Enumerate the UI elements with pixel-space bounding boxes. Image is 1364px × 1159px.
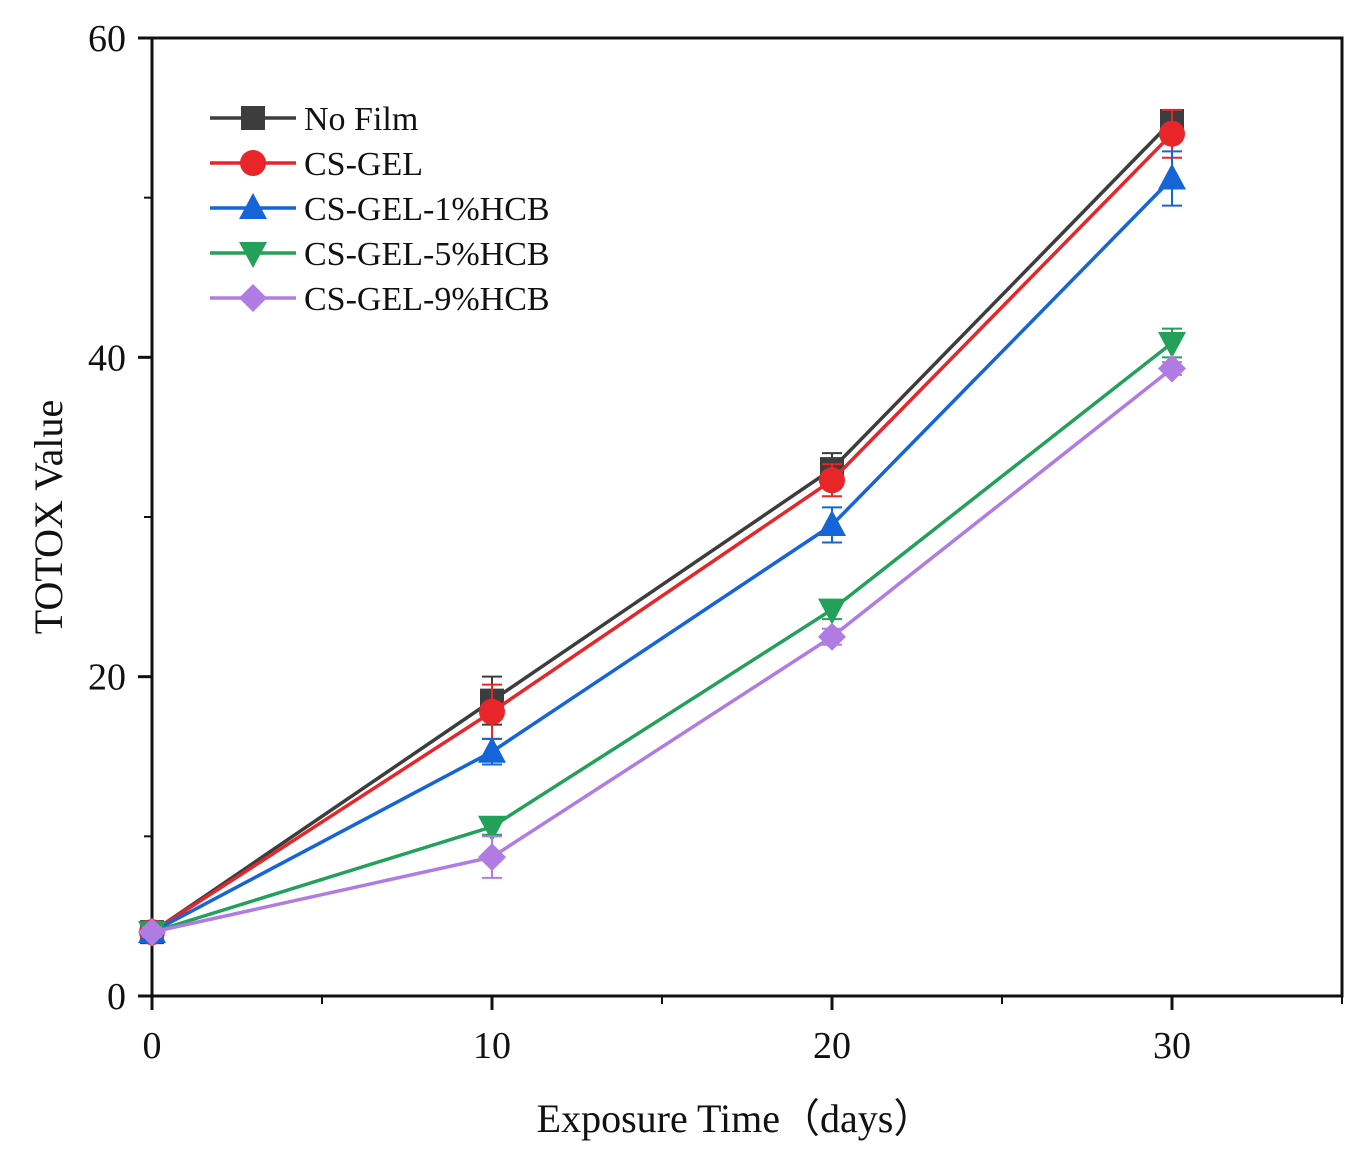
data-point: [818, 598, 846, 625]
legend-marker: [241, 106, 265, 130]
series-cs-gel: [139, 108, 1185, 946]
series-line: [151, 119, 1174, 934]
series-no-film: [140, 109, 1184, 945]
legend-label: CS-GEL: [304, 146, 423, 183]
legend-item: CS-GEL: [210, 146, 423, 183]
y-tick-label: 60: [88, 18, 126, 60]
series-cs-gel-9-hcb: [138, 354, 1186, 947]
series-line: [151, 367, 1174, 934]
legend-label: No Film: [304, 101, 418, 138]
data-point: [818, 509, 846, 536]
data-point: [478, 843, 506, 872]
data-point: [478, 815, 506, 842]
data-point: [1158, 354, 1186, 383]
y-axis-title: TOTOX Value: [26, 400, 71, 634]
data-point: [138, 918, 166, 947]
x-tick-label: 30: [1153, 1025, 1191, 1067]
series-line: [151, 132, 1174, 934]
x-tick-label: 20: [813, 1025, 851, 1067]
legend-item: CS-GEL-5%HCB: [210, 236, 550, 273]
axis-ticks: 0 10 20 30 0 20 40 60: [88, 18, 1343, 1067]
x-tick-label: 10: [473, 1025, 511, 1067]
legend-label: CS-GEL-1%HCB: [304, 191, 550, 228]
x-tick-label: 0: [143, 1025, 162, 1067]
legend-marker: [239, 193, 267, 219]
series-layer: [138, 108, 1186, 948]
series-line: [151, 341, 1174, 934]
data-point: [1159, 120, 1185, 147]
legend-item: CS-GEL-9%HCB: [210, 281, 550, 318]
y-tick-label: 20: [88, 657, 126, 699]
legend-marker: [240, 150, 266, 176]
data-point: [1158, 331, 1186, 358]
legend: No Film CS-GEL CS-GEL-1%HCB CS-GEL-5%HCB CS-…: [210, 101, 550, 318]
data-point: [1158, 163, 1186, 190]
legend-label: CS-GEL-5%HCB: [304, 236, 550, 273]
legend-item: CS-GEL-1%HCB: [210, 191, 550, 228]
data-point: [818, 622, 846, 651]
series-line: [151, 177, 1174, 934]
data-point: [478, 736, 506, 763]
legend-label: CS-GEL-9%HCB: [304, 281, 550, 318]
data-point: [479, 698, 505, 725]
legend-marker: [239, 242, 267, 268]
y-tick-label: 0: [107, 976, 126, 1018]
y-tick-label: 40: [88, 337, 126, 379]
x-axis-title: Exposure Time（days）: [537, 1096, 934, 1141]
legend-marker: [239, 284, 267, 312]
legend-item: No Film: [210, 101, 418, 138]
data-point: [819, 467, 845, 494]
